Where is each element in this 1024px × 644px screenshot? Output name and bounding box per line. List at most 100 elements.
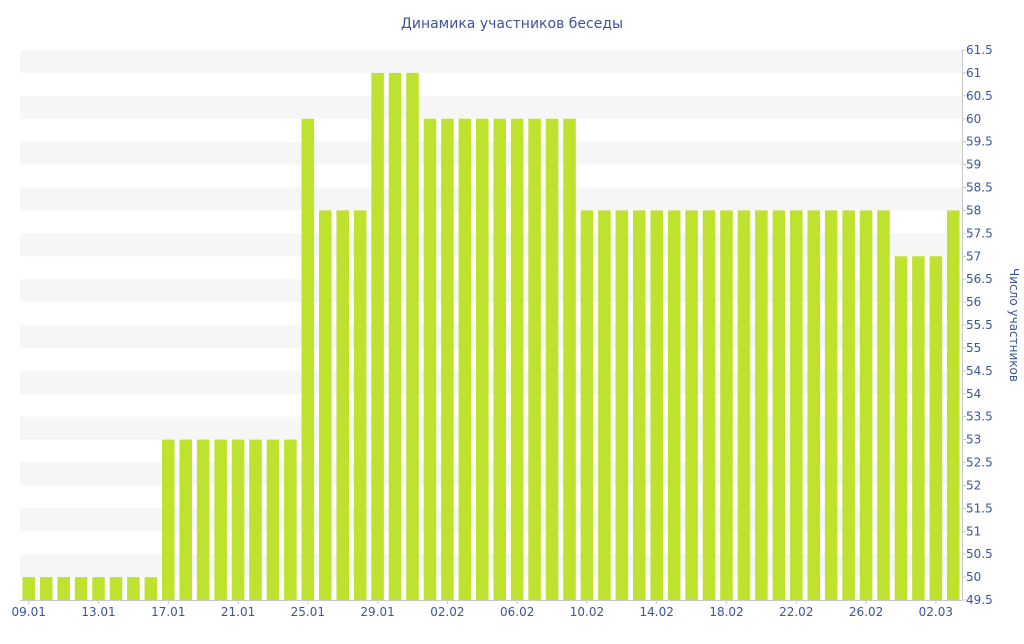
bar: [39, 577, 53, 600]
y-tick-label: 60: [966, 112, 981, 126]
y-tick-label: 58.5: [966, 181, 993, 195]
bar: [772, 210, 786, 600]
bar: [894, 256, 908, 600]
x-tick-label: 21.01: [221, 605, 255, 619]
y-tick-label: 49.5: [966, 593, 993, 607]
bar: [632, 210, 646, 600]
bar: [92, 577, 105, 600]
bar: [807, 210, 821, 600]
bar: [336, 210, 350, 600]
bar: [702, 210, 716, 600]
bar: [179, 439, 193, 600]
bar: [74, 577, 88, 600]
x-tick-label: 02.03: [919, 605, 953, 619]
bar: [877, 210, 890, 600]
x-tick-label: 02.02: [430, 605, 464, 619]
bar: [842, 210, 855, 600]
y-tick-label: 57: [966, 249, 981, 263]
y-tick-label: 59: [966, 158, 981, 172]
grid-band: [20, 554, 962, 578]
bar: [57, 577, 70, 600]
bar: [318, 210, 332, 600]
bar: [755, 210, 768, 600]
x-tick-label: 29.01: [360, 605, 394, 619]
grid-band: [20, 141, 962, 165]
y-tick-label: 51.5: [966, 501, 993, 515]
bar: [685, 210, 698, 600]
bar: [737, 210, 751, 600]
bar: [109, 577, 123, 600]
bar: [371, 72, 384, 600]
bar: [231, 439, 245, 600]
x-tick-label: 22.02: [779, 605, 813, 619]
grid-band: [20, 462, 962, 486]
bar: [406, 72, 419, 600]
y-tick-label: 56: [966, 295, 981, 309]
y-tick-label: 60.5: [966, 89, 993, 103]
y-tick-label: 52: [966, 478, 981, 492]
y-tick-label: 59.5: [966, 135, 993, 149]
grid-band: [20, 50, 962, 73]
grid-band: [20, 325, 962, 348]
y-tick-label: 52.5: [966, 456, 993, 470]
grid-bands: [20, 50, 962, 578]
bar: [545, 118, 559, 600]
bar: [161, 439, 175, 600]
y-axis-title: Число участников: [1007, 268, 1021, 382]
x-tick-label: 25.01: [291, 605, 325, 619]
grid-band: [20, 233, 962, 257]
bar: [598, 210, 611, 600]
grid-band: [20, 508, 962, 532]
bar: [824, 210, 838, 600]
bar: [284, 439, 297, 600]
bar: [423, 118, 437, 600]
y-tick-label: 57.5: [966, 226, 993, 240]
bar: [510, 118, 524, 600]
y-tick-label: 53: [966, 433, 981, 447]
bar: [214, 439, 227, 600]
bar: [720, 210, 733, 600]
x-axis: 09.01 13.01 17.01 21.01 25.01 29.01 02.02 06.02…: [12, 600, 962, 619]
y-tick-label: 55: [966, 341, 981, 355]
x-tick-label: 09.01: [12, 605, 46, 619]
x-tick-label: 06.02: [500, 605, 534, 619]
bar: [929, 256, 943, 600]
x-tick-label: 18.02: [709, 605, 743, 619]
grid-band: [20, 187, 962, 211]
y-axis: 49.5 50 50.5 51 51.5 52 52.5 53 53.5 54 54.5 55 55.5…: [962, 43, 993, 607]
bar: [912, 256, 925, 600]
grid-band: [20, 279, 962, 303]
grid-band: [20, 370, 962, 394]
bar: [266, 439, 280, 600]
y-tick-label: 51: [966, 524, 981, 538]
bar: [249, 439, 262, 600]
bar: [388, 72, 402, 600]
x-tick-label: 17.01: [151, 605, 185, 619]
bar: [458, 118, 472, 600]
bar: [667, 210, 681, 600]
bar: [650, 210, 664, 600]
bar: [196, 439, 210, 600]
bar: [144, 577, 158, 600]
y-tick-label: 55.5: [966, 318, 993, 332]
chart-title: Динамика участников беседы: [401, 16, 623, 32]
x-tick-label: 14.02: [640, 605, 674, 619]
y-tick-label: 58: [966, 203, 981, 217]
bar: [127, 577, 140, 600]
x-tick-label: 10.02: [570, 605, 604, 619]
y-tick-label: 50: [966, 570, 981, 584]
y-tick-label: 53.5: [966, 410, 993, 424]
grid-band: [20, 95, 962, 119]
bar: [475, 118, 489, 600]
bar: [301, 118, 315, 600]
bar: [441, 118, 454, 600]
grid-band: [20, 416, 962, 440]
bar: [353, 210, 367, 600]
bar: [615, 210, 629, 600]
y-tick-label: 61: [966, 66, 981, 80]
bar: [580, 210, 594, 600]
y-tick-label: 50.5: [966, 547, 993, 561]
x-tick-label: 13.01: [81, 605, 115, 619]
